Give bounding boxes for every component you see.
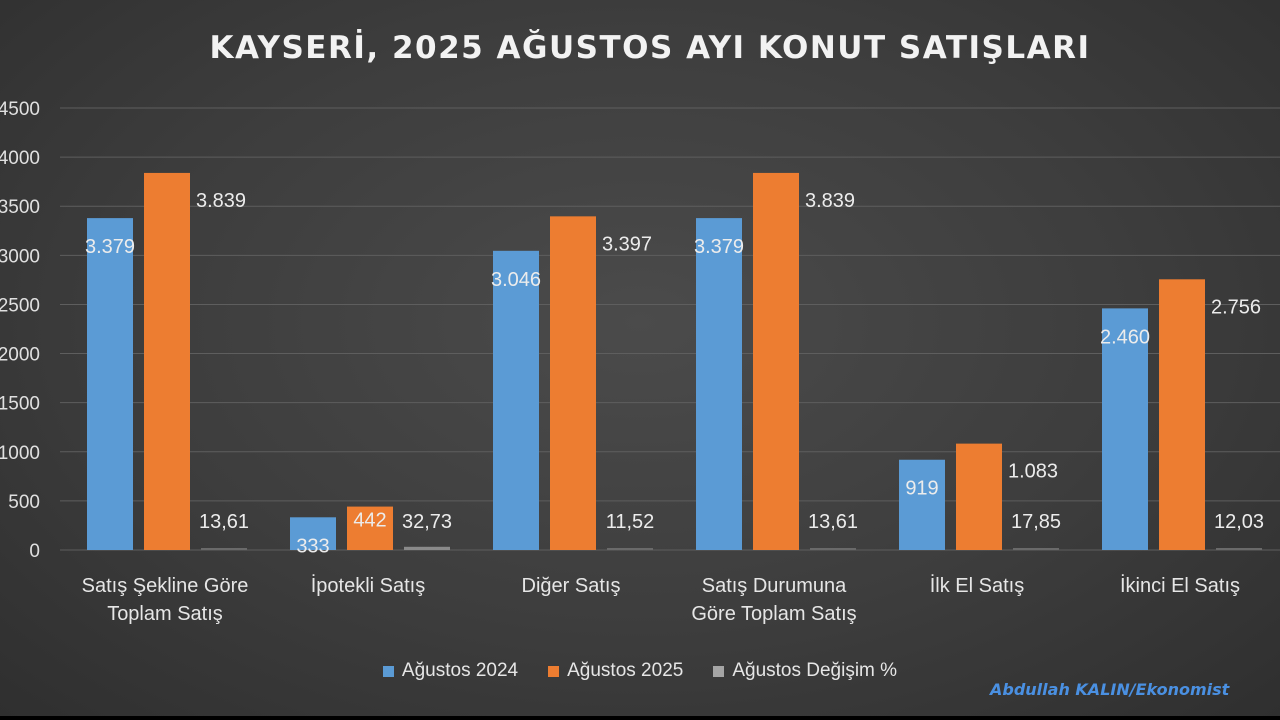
x-tick-label: Satış Durumuna xyxy=(702,575,847,597)
legend: Ağustos 2024 Ağustos 2025 Ağustos Değişi… xyxy=(0,660,1280,682)
legend-swatch-2024 xyxy=(382,665,394,677)
data-label: 3.379 xyxy=(694,236,744,258)
data-label: 919 xyxy=(905,478,938,500)
bar-2-4 xyxy=(1013,548,1059,550)
bar-0-1 xyxy=(290,517,336,550)
y-tick-label: 2500 xyxy=(0,295,40,316)
data-label: 1.083 xyxy=(1008,461,1058,483)
bar-0-4 xyxy=(899,459,945,550)
bar-1-3 xyxy=(753,172,799,550)
y-tick-label: 0 xyxy=(29,541,40,562)
legend-item-2024: Ağustos 2024 xyxy=(382,660,519,682)
y-tick-label: 4500 xyxy=(0,99,40,120)
x-tick-label: İlk El Satış xyxy=(930,574,1024,597)
data-label: 442 xyxy=(353,510,386,532)
data-label: 3.046 xyxy=(491,269,541,291)
bar-0-2 xyxy=(493,250,539,550)
data-label: 12,03 xyxy=(1214,511,1264,533)
chart-title: KAYSERİ, 2025 AĞUSTOS AYI KONUT SATIŞLAR… xyxy=(209,30,1091,66)
y-tick-label: 3500 xyxy=(0,197,40,218)
legend-label-change: Ağustos Değişim % xyxy=(732,660,898,681)
bar-1-0 xyxy=(144,172,190,550)
data-label: 13,61 xyxy=(199,511,249,533)
bar-2-1 xyxy=(404,546,450,550)
bar-2-2 xyxy=(607,548,653,550)
bar-1-4 xyxy=(956,443,1002,550)
x-tick-label: Satış Şekline Göre xyxy=(82,575,249,597)
bar-1-2 xyxy=(550,216,596,550)
legend-item-2025: Ağustos 2025 xyxy=(548,660,683,682)
data-label: 11,52 xyxy=(606,511,655,533)
legend-label-2024: Ağustos 2024 xyxy=(401,660,519,681)
y-tick-label: 1500 xyxy=(0,394,40,415)
bar-0-5 xyxy=(1102,308,1148,550)
bar-2-0 xyxy=(201,548,247,550)
data-label: 3.379 xyxy=(85,236,135,258)
bar-1-5 xyxy=(1159,279,1205,550)
data-label: 333 xyxy=(296,535,329,557)
bar-2-5 xyxy=(1216,548,1262,550)
bar-2-3 xyxy=(810,548,856,550)
legend-swatch-2025 xyxy=(548,665,560,677)
author-credit: Abdullah KALIN/Ekonomist xyxy=(990,680,1230,699)
x-tick-label: İpotekli Satış xyxy=(311,574,426,597)
data-label: 3.397 xyxy=(602,233,652,255)
bar-1-1 xyxy=(347,506,393,550)
data-label: 13,61 xyxy=(808,511,858,533)
data-label: 2.460 xyxy=(1100,326,1150,348)
legend-swatch-change xyxy=(713,665,725,677)
data-label: 32,73 xyxy=(402,511,452,533)
data-label: 3.839 xyxy=(805,190,855,212)
data-label: 3.839 xyxy=(196,190,246,212)
y-tick-label: 4000 xyxy=(0,148,40,169)
x-tick-label: Göre Toplam Satış xyxy=(691,603,856,625)
y-tick-label: 500 xyxy=(8,492,40,513)
legend-item-change: Ağustos Değişim % xyxy=(713,660,897,682)
x-tick-label: Diğer Satış xyxy=(522,575,621,597)
bar-0-0 xyxy=(87,218,133,550)
bar-0-3 xyxy=(696,218,742,550)
y-tick-label: 1000 xyxy=(0,443,40,464)
legend-label-2025: Ağustos 2025 xyxy=(567,660,684,681)
y-tick-label: 3000 xyxy=(0,246,40,267)
y-tick-label: 2000 xyxy=(0,345,40,366)
x-tick-label: Toplam Satış xyxy=(107,603,223,625)
data-label: 17,85 xyxy=(1011,511,1061,533)
x-tick-label: İkinci El Satış xyxy=(1120,574,1240,597)
data-label: 2.756 xyxy=(1211,296,1261,318)
